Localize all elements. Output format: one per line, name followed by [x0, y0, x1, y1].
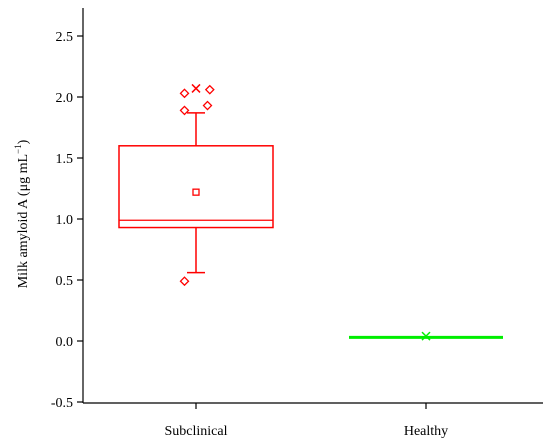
outlier-point [202, 100, 213, 111]
outlier-point [179, 276, 190, 287]
y-tick-label: 0.0 [56, 335, 74, 350]
y-axis-label-exponent: −1 [13, 144, 23, 154]
mean-marker [192, 188, 200, 196]
outlier-point [179, 105, 190, 116]
box-series [118, 83, 503, 341]
box-iqr [118, 145, 274, 229]
outlier-point [204, 84, 215, 95]
axes [82, 8, 543, 404]
outlier-point [179, 88, 190, 99]
x-ticks: Subclinical Healthy [165, 403, 448, 439]
y-tick-label: 1.0 [56, 213, 74, 228]
box-healthy [349, 331, 503, 341]
y-tick-label: -0.5 [51, 396, 73, 411]
y-tick-label: 0.5 [56, 274, 74, 289]
max-marker-stroke [421, 331, 431, 341]
box-subclinical [118, 83, 274, 287]
y-axis-label-main: Milk amyloid A (μg mL [16, 154, 31, 288]
max-marker-stroke [191, 83, 201, 93]
y-axis-label-close: ) [16, 139, 31, 144]
y-tick-label: 2.0 [56, 91, 74, 106]
y-axis-label: Milk amyloid A (μg mL−1) [13, 139, 31, 288]
x-tick-label: Healthy [404, 424, 448, 439]
y-tick-label: 1.5 [56, 152, 74, 167]
x-tick-label: Subclinical [165, 424, 228, 439]
y-tick-label: 2.5 [56, 30, 74, 45]
y-ticks: -0.5 0.0 0.5 1.0 1.5 2.0 2.5 [51, 30, 83, 411]
